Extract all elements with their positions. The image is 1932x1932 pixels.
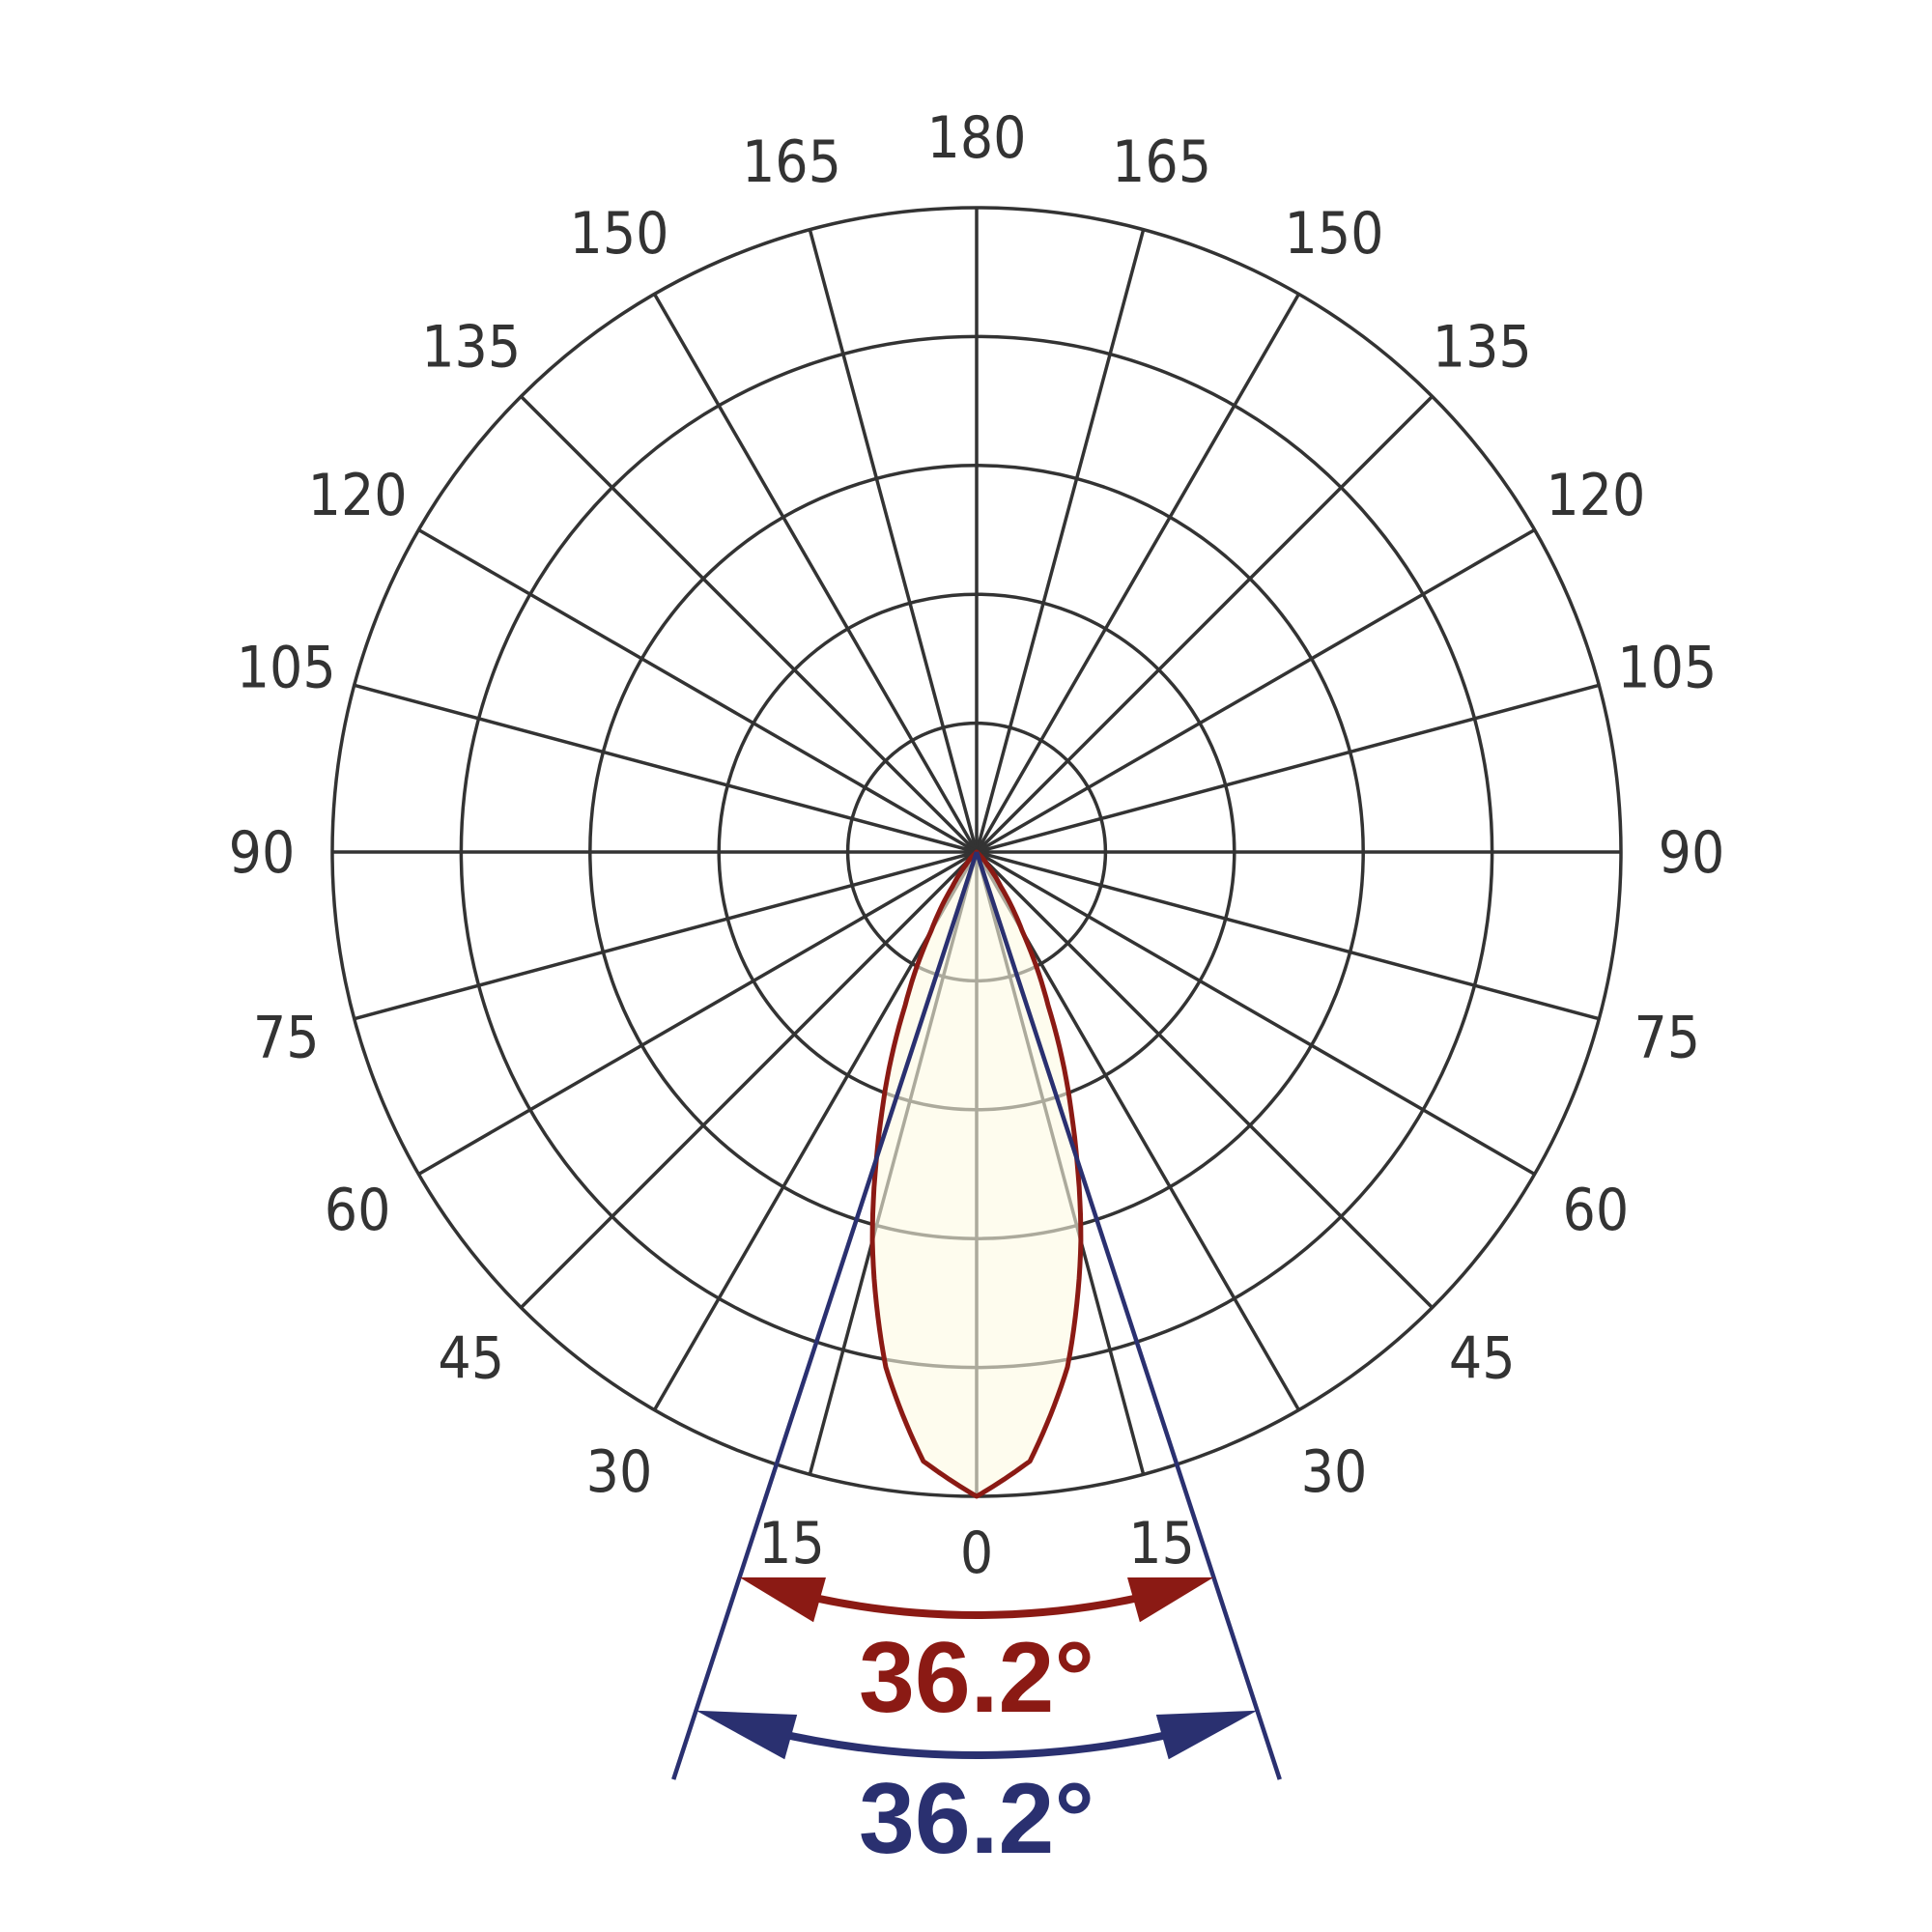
grid-spoke <box>976 683 1600 854</box>
angle-tick-label: 75 <box>1634 1005 1700 1072</box>
angle-tick-label: 150 <box>569 200 668 268</box>
angle-tick-label: 0 <box>960 1520 993 1587</box>
grid-spoke <box>354 683 978 854</box>
beam-arrow-blue-arrowhead-left <box>696 1710 798 1760</box>
angle-tick-label: 75 <box>253 1005 320 1072</box>
angle-tick-label: 15 <box>1128 1510 1195 1577</box>
grid-spoke <box>417 527 978 854</box>
angle-tick-label: 180 <box>926 104 1026 172</box>
grid-spoke <box>976 850 1536 1177</box>
angle-tick-label: 15 <box>758 1510 825 1577</box>
grid-spoke <box>975 293 1301 853</box>
beam-arrow-red-arrowhead-right <box>1127 1577 1214 1623</box>
grid-spoke <box>808 229 979 853</box>
beam-angle-annotations <box>671 851 1282 1780</box>
grid-spoke <box>354 850 978 1021</box>
angle-tick-label: 120 <box>1546 462 1645 529</box>
angle-tick-label: 60 <box>325 1177 391 1244</box>
angle-tick-label: 135 <box>421 314 521 382</box>
angle-tick-label: 120 <box>308 462 408 529</box>
intensity-lobe <box>869 849 1084 1499</box>
grid-spoke <box>520 395 979 854</box>
beam-angle-label-red: 36.2° <box>859 1622 1094 1734</box>
angle-tick-label: 105 <box>1617 634 1717 701</box>
lobe-curve <box>869 849 1084 1499</box>
beam-arrow-red-arc <box>803 1591 1151 1619</box>
grid-spoke <box>975 395 1434 854</box>
beam-arrow-blue-arc <box>771 1727 1182 1759</box>
angle-tick-label: 105 <box>237 634 336 701</box>
beam-angle-line <box>974 851 1282 1780</box>
angle-tick-label: 45 <box>438 1324 504 1392</box>
angle-tick-label: 165 <box>742 128 841 196</box>
grid-spoke <box>976 527 1536 854</box>
grid-spoke <box>976 850 1600 1021</box>
grid-spoke <box>417 850 978 1177</box>
grid-spoke <box>652 293 979 853</box>
beam-arrow-blue-arrowhead-right <box>1155 1710 1258 1760</box>
grid-spoke <box>975 229 1146 853</box>
grid-spoke <box>975 850 1434 1309</box>
angle-tick-label: 135 <box>1433 314 1532 382</box>
angle-tick-label: 30 <box>586 1438 653 1506</box>
angle-tick-labels: 0 15 15 30 30 45 45 60 60 75 75 90 90 105 105 120 120 135… <box>229 104 1725 1587</box>
angle-tick-label: 165 <box>1112 128 1211 196</box>
grid-spoke <box>520 850 979 1309</box>
angle-tick-label: 60 <box>1563 1177 1630 1244</box>
beam-arrow-red-arrowhead-left <box>739 1577 826 1623</box>
angle-tick-label: 90 <box>1659 819 1725 887</box>
beam-angle-line <box>671 851 980 1780</box>
angle-tick-label: 90 <box>229 819 296 887</box>
angle-tick-label: 45 <box>1449 1324 1516 1392</box>
angle-tick-label: 150 <box>1284 200 1383 268</box>
beam-angle-label-blue: 36.2° <box>859 1763 1094 1875</box>
angle-tick-label: 30 <box>1301 1438 1368 1506</box>
